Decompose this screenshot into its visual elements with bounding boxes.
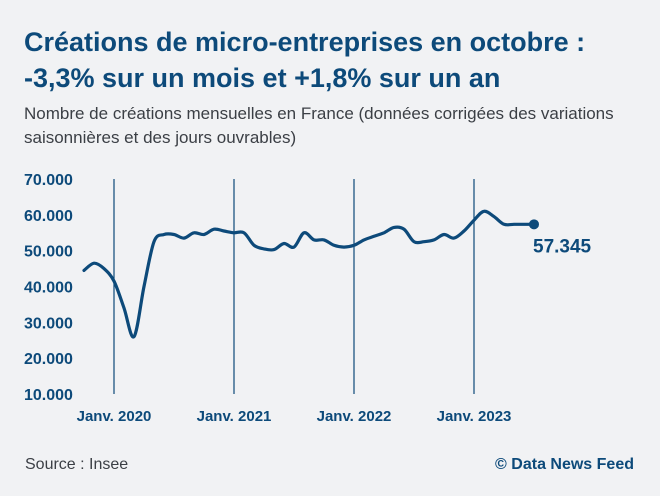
- y-tick-label: 30.000: [24, 315, 73, 332]
- series-line: [82, 209, 536, 339]
- y-tick-label: 70.000: [24, 172, 73, 189]
- chart-subtitle: Nombre de créations mensuelles en France…: [24, 104, 614, 147]
- gridlines: [113, 179, 475, 394]
- last-point-marker: [529, 219, 539, 230]
- source-note: Source : Insee: [25, 456, 129, 473]
- y-tick-label: 20.000: [24, 351, 73, 368]
- chart-title: Créations de micro-entreprises en octobr…: [24, 27, 586, 93]
- y-tick-label: 50.000: [24, 244, 73, 261]
- y-tick-label: 10.000: [24, 387, 73, 404]
- y-tick-label: 60.000: [24, 208, 73, 225]
- y-tick-label: 40.000: [24, 280, 73, 297]
- last-value-label: 57.345: [533, 236, 592, 257]
- y-axis-ticks: 10.000 20.000 30.000 40.000 50.000 60.000 70.0…: [24, 172, 73, 404]
- x-tick-label: Janv. 2021: [197, 408, 272, 425]
- x-axis-ticks: Janv. 2020 Janv. 2021 Janv. 2022 Janv. 2023: [77, 408, 512, 425]
- credit-note: © Data News Feed: [495, 456, 634, 473]
- x-tick-label: Janv. 2023: [437, 408, 512, 425]
- x-tick-label: Janv. 2020: [77, 408, 152, 425]
- x-tick-label: Janv. 2022: [317, 408, 392, 425]
